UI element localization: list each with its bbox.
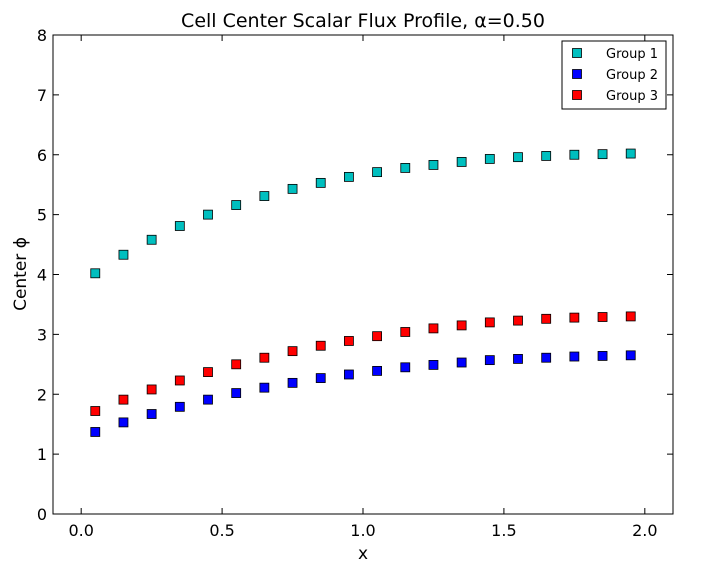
data-point — [344, 369, 354, 380]
data-point — [372, 331, 382, 342]
series-3 — [90, 311, 636, 416]
legend: Group 1 Group 2 Group 3 — [561, 40, 667, 110]
data-point — [625, 148, 636, 159]
data-point — [597, 149, 608, 160]
data-point — [428, 323, 439, 334]
data-point — [287, 183, 298, 194]
data-point — [146, 409, 157, 419]
data-point — [118, 417, 129, 428]
data-point — [400, 163, 411, 173]
x-tick-label: 1.0 — [350, 521, 375, 540]
data-point — [287, 346, 298, 357]
data-point — [231, 388, 242, 398]
y-tick-label: 8 — [37, 26, 47, 45]
data-point — [428, 160, 439, 170]
data-point — [146, 234, 157, 245]
data-point — [625, 350, 636, 361]
y-tick-label: 6 — [37, 146, 47, 165]
plot-area: 0.0 0.5 1.0 1.5 2.0 0 1 2 3 4 5 6 7 8 — [37, 26, 674, 540]
data-point — [118, 394, 129, 405]
legend-label: Group 2 — [606, 68, 658, 83]
data-point — [259, 191, 270, 201]
x-tick-label: 0.5 — [209, 521, 234, 540]
data-point — [484, 317, 495, 328]
data-point — [541, 352, 552, 363]
x-tick-label: 1.5 — [491, 521, 516, 540]
data-point — [118, 249, 129, 260]
data-point — [541, 313, 552, 324]
data-point — [90, 427, 101, 437]
data-point — [259, 352, 270, 363]
data-point — [174, 401, 185, 412]
data-point — [400, 362, 411, 373]
y-tick-label: 2 — [37, 385, 47, 404]
data-point — [597, 351, 608, 361]
y-axis-label: Center ϕ — [11, 237, 31, 311]
data-point — [259, 382, 270, 393]
data-point — [90, 406, 101, 416]
data-point — [456, 320, 467, 331]
data-point — [344, 336, 354, 346]
data-point — [174, 221, 185, 231]
x-tick-label: 0.0 — [68, 521, 93, 540]
y-tick-label: 1 — [37, 445, 47, 464]
x-tick-label: 2.0 — [632, 521, 657, 540]
y-tick-label: 3 — [37, 325, 47, 344]
data-point — [513, 315, 523, 326]
y-tick-label: 0 — [37, 505, 47, 524]
data-point — [428, 360, 439, 370]
data-point — [174, 375, 185, 386]
data-point — [90, 268, 101, 279]
data-point — [203, 394, 213, 405]
data-point — [287, 377, 298, 388]
data-point — [344, 172, 354, 182]
data-point — [400, 327, 411, 337]
data-point — [513, 152, 523, 163]
data-point — [484, 154, 495, 164]
data-point — [315, 373, 326, 383]
data-point — [315, 177, 326, 188]
data-point — [315, 340, 326, 351]
legend-marker — [572, 90, 582, 100]
y-tick-label: 4 — [37, 266, 47, 285]
data-point — [513, 354, 523, 364]
legend-marker — [572, 48, 582, 58]
data-point — [456, 357, 467, 368]
data-point — [569, 312, 580, 323]
data-point — [541, 151, 552, 161]
series-1 — [90, 148, 636, 279]
data-point — [456, 157, 467, 167]
chart-title: Cell Center Scalar Flux Profile, α=0.50 — [181, 10, 545, 32]
legend-label: Group 1 — [606, 47, 658, 62]
data-point — [203, 209, 213, 220]
x-axis-label: x — [358, 544, 368, 564]
data-point — [231, 200, 242, 210]
data-point — [569, 149, 580, 160]
data-point — [484, 355, 495, 366]
data-point — [203, 367, 213, 377]
y-tick-label: 5 — [37, 206, 47, 225]
series-2 — [90, 350, 636, 437]
data-point — [372, 167, 382, 178]
y-tick-label: 7 — [37, 86, 47, 105]
data-point — [146, 384, 157, 395]
data-point — [597, 312, 608, 322]
legend-marker — [572, 69, 582, 79]
data-point — [625, 311, 636, 322]
data-point — [372, 365, 382, 376]
data-point — [569, 351, 580, 362]
data-point — [231, 359, 242, 370]
legend-label: Group 3 — [606, 89, 658, 104]
